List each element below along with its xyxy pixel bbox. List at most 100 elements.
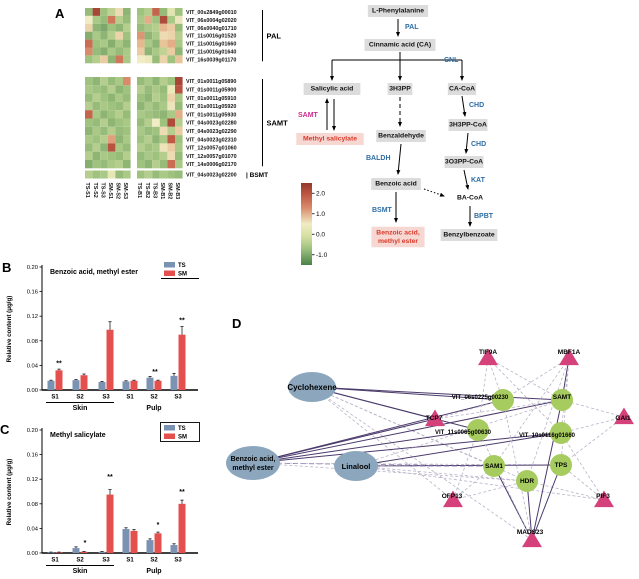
heatmap-column-label: SM-B3 (174, 183, 180, 200)
heatmap-cell (137, 8, 145, 16)
heatmap-cell (159, 8, 168, 16)
pathway-node-box (303, 83, 361, 95)
network-node-HDR (516, 470, 538, 492)
heatmap-cell (159, 47, 168, 56)
network-node-VIT_06s0225g00230 (492, 389, 514, 411)
heatmap-cell (175, 23, 183, 32)
heatmap-cell (144, 170, 153, 179)
pathway-node-box (364, 39, 436, 51)
network-edge (252, 462, 562, 466)
heatmap-cell (107, 151, 116, 160)
heatmap-cell (159, 110, 168, 119)
heatmap-cell (144, 160, 153, 169)
network-edge (526, 357, 570, 482)
y-tick-label: 0.12 (27, 314, 38, 320)
heatmap-cell (152, 110, 160, 119)
heatmap-cell (100, 8, 108, 16)
network-node-SAMT (551, 389, 573, 411)
group-label-skin: Skin (73, 405, 88, 412)
network-edge (487, 357, 563, 401)
network-edge (560, 357, 570, 466)
heatmap-cell (92, 77, 101, 86)
heatmap-cell (115, 77, 123, 86)
heatmap-cell (167, 23, 175, 32)
pathway-node-label-o3ppcoa: 3O3PP-CoA (445, 159, 483, 166)
heatmap-cell (137, 31, 145, 40)
gene-id-label: VIT_00s2849g00010 (186, 10, 237, 16)
heatmap-cell (107, 101, 116, 111)
colorscale-tick-label: 1.0 (316, 211, 325, 218)
heatmap-cell (159, 39, 168, 48)
heatmap-cell (159, 15, 168, 24)
y-tick-label: 0.04 (27, 363, 39, 369)
heatmap-cell (144, 23, 153, 32)
y-tick-label: 0.00 (27, 551, 38, 557)
heatmap-cell (107, 118, 116, 127)
heatmap-cell (100, 151, 108, 160)
colorscale-tick-label: 2.0 (316, 190, 325, 197)
network-node-label-TPS: TPS (555, 462, 568, 469)
gene-id-label: VIT_11s0016g01660 (186, 42, 236, 48)
heatmap-cell (152, 126, 160, 136)
pathway-node-box (448, 119, 488, 131)
heatmap-cell (159, 23, 168, 32)
heatmap-cell (123, 143, 131, 152)
heatmap-cell (100, 93, 108, 102)
bar-SM-S2 (154, 380, 162, 390)
heatmap-cell (85, 110, 93, 119)
legend-box (160, 422, 200, 442)
network-edge (477, 357, 489, 431)
pathway-node-box (387, 83, 413, 95)
heatmap-cell (152, 23, 160, 32)
heatmap-cell (144, 110, 153, 119)
bar-TS-S1 (122, 529, 130, 553)
heatmap-cell (159, 31, 168, 40)
heatmap-cell (123, 160, 131, 169)
network-node-Linalool (334, 451, 378, 481)
heatmap-cell (175, 85, 183, 94)
heatmap-cell (137, 39, 145, 48)
heatmap-cell (137, 101, 145, 111)
heatmap-cell (123, 118, 131, 127)
network-node-label-Linalool: Linalool (342, 462, 371, 471)
heatmap-cell (100, 39, 108, 48)
network-node-OFP13 (443, 490, 463, 508)
network-node-TPS (550, 454, 572, 476)
heatmap-cell (167, 93, 175, 102)
heatmap-cell (85, 85, 93, 94)
heatmap-cell (115, 8, 123, 16)
heatmap-cell (123, 126, 131, 136)
heatmap-cell (107, 23, 116, 32)
heatmap-cell (85, 101, 93, 111)
significance-mark: ** (56, 360, 62, 367)
heatmap-cell (115, 118, 123, 127)
heatmap-cell (167, 110, 175, 119)
bar-TS-S3 (170, 375, 178, 390)
significance-mark: ** (179, 317, 185, 324)
group-label-pulp: Pulp (146, 405, 161, 412)
heatmap-cell (115, 101, 123, 111)
heatmap-cell (85, 55, 93, 64)
heatmap-cell (107, 15, 116, 24)
heatmap-cell (137, 151, 145, 160)
bar-TS-S2 (72, 548, 80, 553)
heatmap-cell (107, 31, 116, 40)
heatmap-cell (167, 135, 175, 144)
heatmap-cell (92, 126, 101, 136)
significance-mark: ** (179, 489, 185, 496)
heatmap-cell (159, 118, 168, 127)
heatmap-cell (159, 93, 168, 102)
bar-SM-S1 (55, 552, 63, 553)
network-edge (311, 386, 563, 401)
pathway-enzyme-label: CHD (471, 141, 486, 148)
heatmap-cell (159, 160, 168, 169)
gene-id-label: VIT_11s0016g01640 (186, 49, 236, 55)
network-node-label-OFP13: OFP13 (442, 493, 463, 500)
heatmap-column-label: SM-S1 (107, 183, 113, 199)
heatmap-cell (92, 39, 101, 48)
heatmap-cell (167, 160, 175, 169)
heatmap-cell (107, 93, 116, 102)
x-category-label: S3 (174, 395, 182, 401)
heatmap-cell (167, 55, 175, 64)
heatmap-cell (144, 93, 153, 102)
